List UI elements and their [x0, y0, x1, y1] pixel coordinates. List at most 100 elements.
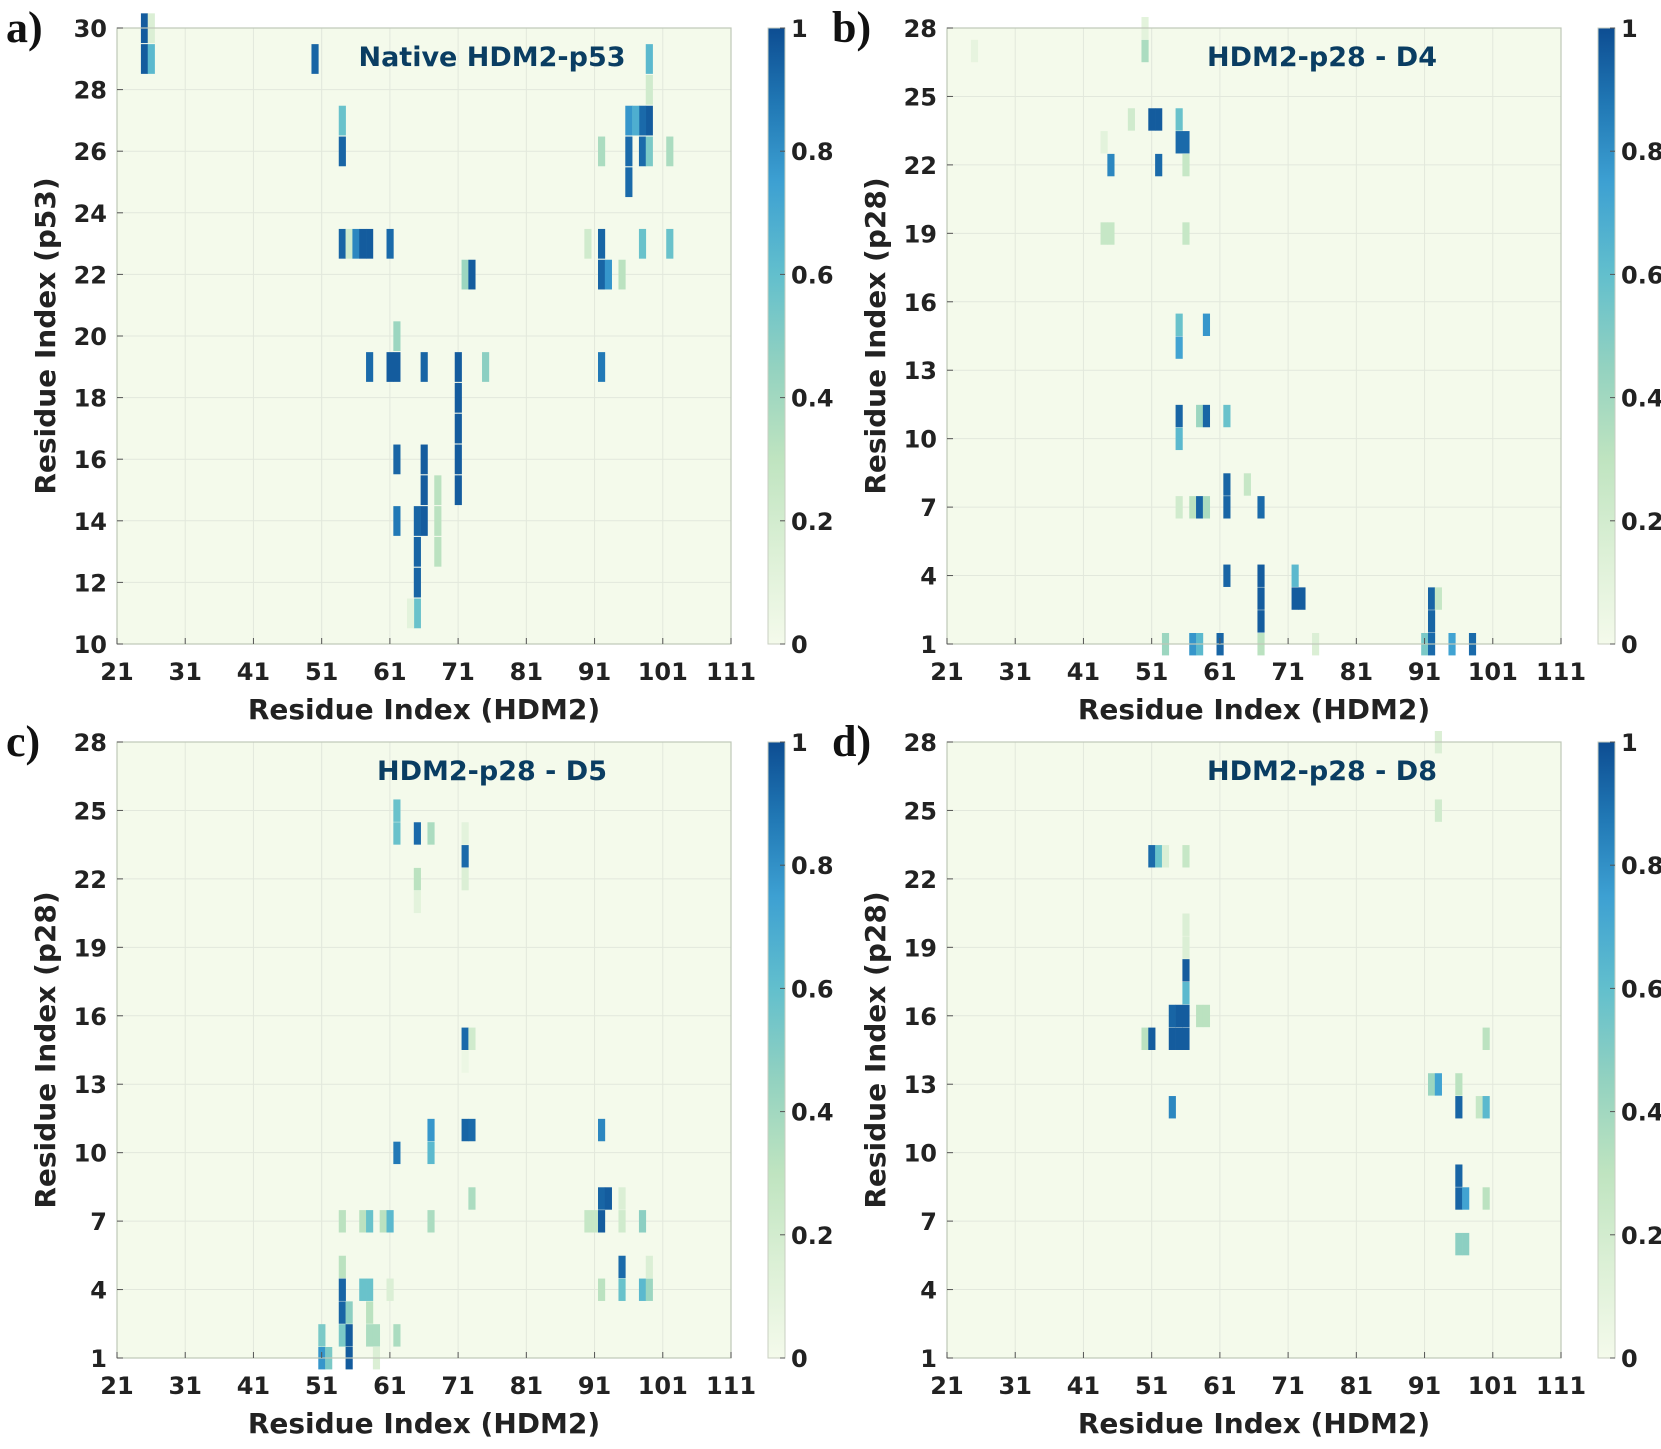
- heatmap-cell: [1243, 473, 1251, 496]
- y-tick-label: 22: [74, 261, 107, 289]
- plot-background: [947, 742, 1561, 1358]
- heatmap-cell: [345, 1301, 353, 1324]
- colorbar-tick-label: 0.2: [1621, 508, 1661, 536]
- heatmap-cell: [393, 1141, 401, 1165]
- heatmap-cell: [645, 74, 653, 105]
- y-tick-label: 13: [904, 1071, 937, 1099]
- heatmap-cell: [461, 1027, 469, 1050]
- heatmap-cell: [1107, 222, 1115, 245]
- heatmap-cell: [666, 228, 674, 259]
- heatmap-cell: [338, 1301, 346, 1324]
- heatmap-cell: [1202, 496, 1211, 519]
- heatmap-cell: [1155, 153, 1163, 177]
- heatmap-cell: [372, 1324, 381, 1347]
- heatmap-cell: [1434, 799, 1442, 822]
- heatmap-cell: [1182, 131, 1190, 154]
- heatmap-cell: [1141, 39, 1149, 63]
- heatmap-cell: [366, 1324, 374, 1347]
- y-tick-label: 10: [904, 1140, 937, 1168]
- x-tick-label: 71: [1271, 1372, 1304, 1400]
- heatmap-cell: [598, 1278, 606, 1301]
- heatmap-cell: [1175, 404, 1183, 428]
- y-tick-label: 25: [904, 797, 937, 825]
- heatmap-cell: [434, 536, 442, 567]
- heatmap-cell: [1182, 153, 1190, 177]
- heatmap-cell: [1182, 959, 1190, 982]
- y-tick-label: 16: [904, 289, 937, 317]
- x-tick-label: 111: [706, 1372, 756, 1400]
- heatmap-cell: [1257, 587, 1265, 610]
- heatmap-cell: [1175, 1027, 1183, 1050]
- y-tick-label: 26: [74, 138, 107, 166]
- heatmap-cell: [1182, 936, 1190, 959]
- y-tick-label: 30: [74, 15, 107, 43]
- heatmap-cell: [618, 1210, 626, 1233]
- heatmap-cell: [1148, 108, 1156, 131]
- heatmap-cell: [1175, 1004, 1183, 1028]
- heatmap-cell: [591, 1210, 599, 1233]
- heatmap-cell: [345, 228, 353, 259]
- colorbar-tick-label: 0.6: [1621, 261, 1661, 289]
- heatmap-cell: [1455, 1232, 1463, 1256]
- x-tick-label: 111: [1536, 1372, 1586, 1400]
- y-tick-label: 28: [74, 729, 107, 757]
- heatmap-cell: [1175, 496, 1183, 519]
- heatmap-cell: [454, 444, 462, 475]
- heatmap-cell: [1223, 496, 1231, 519]
- heatmap-cell: [1182, 1027, 1190, 1050]
- heatmap-cell: [461, 845, 469, 868]
- colorbar-tick-label: 1: [791, 729, 808, 757]
- heatmap-cell: [1141, 1027, 1149, 1050]
- y-tick-label: 16: [74, 446, 107, 474]
- panel-letter: d): [832, 717, 871, 766]
- heatmap-cell: [1475, 1096, 1483, 1119]
- heatmap-cell: [638, 105, 647, 136]
- panel-letter: c): [6, 717, 40, 766]
- heatmap-cell: [638, 1278, 647, 1301]
- colorbar-tick-label: 0: [791, 1345, 808, 1373]
- heatmap-cell: [1257, 610, 1265, 633]
- colorbar-tick-label: 0.8: [1621, 852, 1661, 880]
- heatmap-cell: [468, 259, 476, 290]
- heatmap-cell: [604, 259, 612, 290]
- y-tick-label: 22: [74, 866, 107, 894]
- y-tick-label: 19: [74, 934, 107, 962]
- heatmap-cell: [1291, 564, 1299, 587]
- colorbar-tick-label: 0.6: [791, 975, 834, 1003]
- panel-title: HDM2-p28 - D5: [377, 756, 607, 787]
- heatmap-cell: [366, 1278, 374, 1301]
- heatmap-cell: [420, 475, 428, 506]
- x-tick-label: 41: [1067, 658, 1100, 686]
- heatmap-cell: [427, 1118, 435, 1142]
- y-tick-label: 22: [904, 152, 937, 180]
- heatmap-cell: [645, 44, 653, 74]
- heatmap-cell: [393, 352, 401, 382]
- colorbar: [767, 741, 786, 1359]
- heatmap-cell: [598, 1118, 606, 1142]
- x-tick-label: 51: [1135, 1372, 1168, 1400]
- heatmap-cell: [393, 822, 401, 845]
- colorbar-tick-label: 0.4: [1621, 385, 1661, 413]
- heatmap-cell: [366, 352, 374, 382]
- colorbar-tick-label: 0.6: [791, 261, 834, 289]
- panel-title: Native HDM2-p53: [358, 42, 625, 73]
- panel-letter: a): [6, 3, 43, 52]
- heatmap-cell: [1155, 845, 1163, 868]
- y-axis-label: Residue Index (p53): [29, 177, 62, 494]
- plot-frame: [946, 27, 1562, 645]
- heatmap-cell: [645, 1255, 653, 1279]
- x-axis-label: Residue Index (HDM2): [1078, 693, 1430, 726]
- x-tick-label: 111: [1536, 658, 1586, 686]
- y-tick-label: 10: [74, 631, 107, 659]
- heatmap-cell: [632, 105, 640, 136]
- heatmap-cell: [461, 867, 469, 891]
- heatmap-cell: [1196, 496, 1204, 519]
- heatmap-cell: [625, 167, 633, 198]
- heatmap-cell: [618, 1255, 626, 1279]
- x-axis-label: Residue Index (HDM2): [248, 693, 600, 726]
- heatmap-cell: [427, 1210, 435, 1233]
- y-tick-label: 20: [74, 323, 107, 351]
- x-axis-label: Residue Index (HDM2): [248, 1407, 600, 1440]
- heatmap-cell: [406, 598, 415, 629]
